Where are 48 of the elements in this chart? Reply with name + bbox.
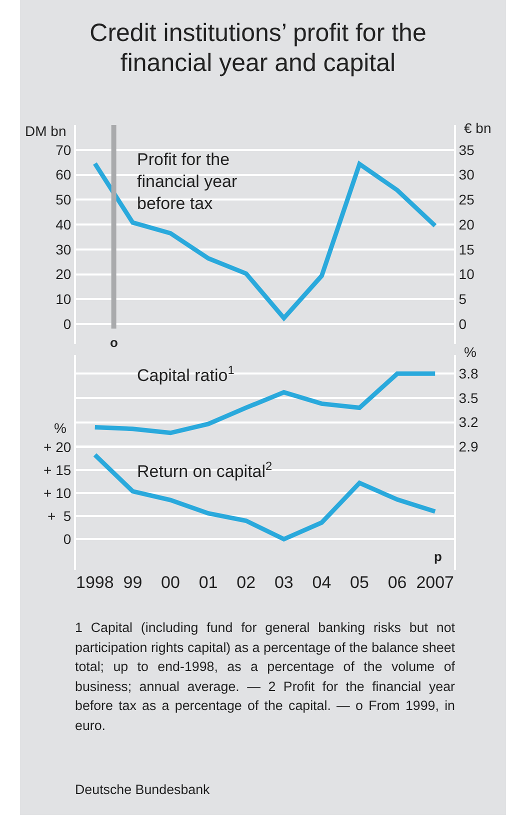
chart-title: Credit institutions’ profit for the financial year and capital	[88, 18, 428, 78]
y2-tick-label: 10	[458, 266, 475, 282]
y-tick-label: 40	[56, 216, 72, 232]
series-label: Return on capital$^{2}$	[137, 459, 273, 482]
x-tick-label: 00	[161, 573, 180, 592]
y-tick-label: + 15	[44, 462, 72, 478]
y-tick-label: 20	[56, 266, 72, 282]
y2-tick-label: 20	[458, 216, 475, 232]
x-tick-label: 05	[350, 573, 369, 592]
x-tick-label: 1998	[76, 573, 114, 592]
y2-tick-label: 2.9	[458, 438, 478, 455]
x-tick-label: 01	[198, 573, 218, 592]
x-tick-label: 99	[123, 573, 142, 592]
y2-tick-label: 3.8	[458, 366, 478, 382]
ref-line-label: o	[110, 335, 118, 350]
y-tick-label: 30	[56, 241, 72, 258]
text: Deutsche Bundesbank	[75, 782, 210, 797]
y2-tick-label: 35	[458, 142, 475, 158]
line-series	[92, 452, 438, 542]
y2-axis-title: € bn	[464, 120, 492, 136]
y-tick-label: 60	[56, 166, 72, 183]
y-tick-label: + 5	[47, 508, 72, 524]
y-tick-label: + 20	[44, 438, 72, 455]
y2-tick-label: 0	[458, 316, 467, 332]
series-label: Profit for the financial year before tax	[137, 150, 238, 214]
y-tick-label: 70	[56, 142, 72, 158]
y2-tick-label: 30	[458, 166, 475, 183]
y2-tick-label: 3.2	[458, 414, 478, 430]
y-axis-title: %	[54, 420, 66, 436]
y2-tick-label: 5	[458, 291, 467, 308]
y2-axis-title: %	[464, 344, 476, 360]
x-tick-label: 06	[388, 573, 407, 592]
x-tick-label: 03	[274, 573, 294, 592]
x-tick-label: 2007	[416, 573, 454, 592]
series-label: Capital ratio$^{1}$	[137, 363, 235, 386]
y-axis-title: DM bn	[25, 123, 66, 139]
y-tick-label: 50	[56, 192, 72, 208]
y2-tick-label: 3.5	[458, 390, 478, 406]
y-tick-label: + 10	[44, 485, 72, 502]
y-tick-label: 0	[63, 531, 72, 548]
y-tick-label: 0	[63, 316, 72, 332]
y2-tick-label: 25	[458, 192, 475, 208]
y2-tick-label: 15	[458, 241, 475, 258]
y-tick-label: 10	[56, 291, 72, 308]
text: 1 Capital (including fund for general banking risks but not participation rights capital) as a percentage of the balance sheet total; up to end-1998, as a percentage of the volume of business; annual average. — 2 Profit for the financial year before tax as a percentage of the capital. — o From 1999, in euro.	[75, 619, 455, 734]
annotation: p	[434, 549, 442, 564]
x-tick-label: 02	[236, 573, 256, 592]
x-tick-label: 04	[312, 573, 332, 592]
